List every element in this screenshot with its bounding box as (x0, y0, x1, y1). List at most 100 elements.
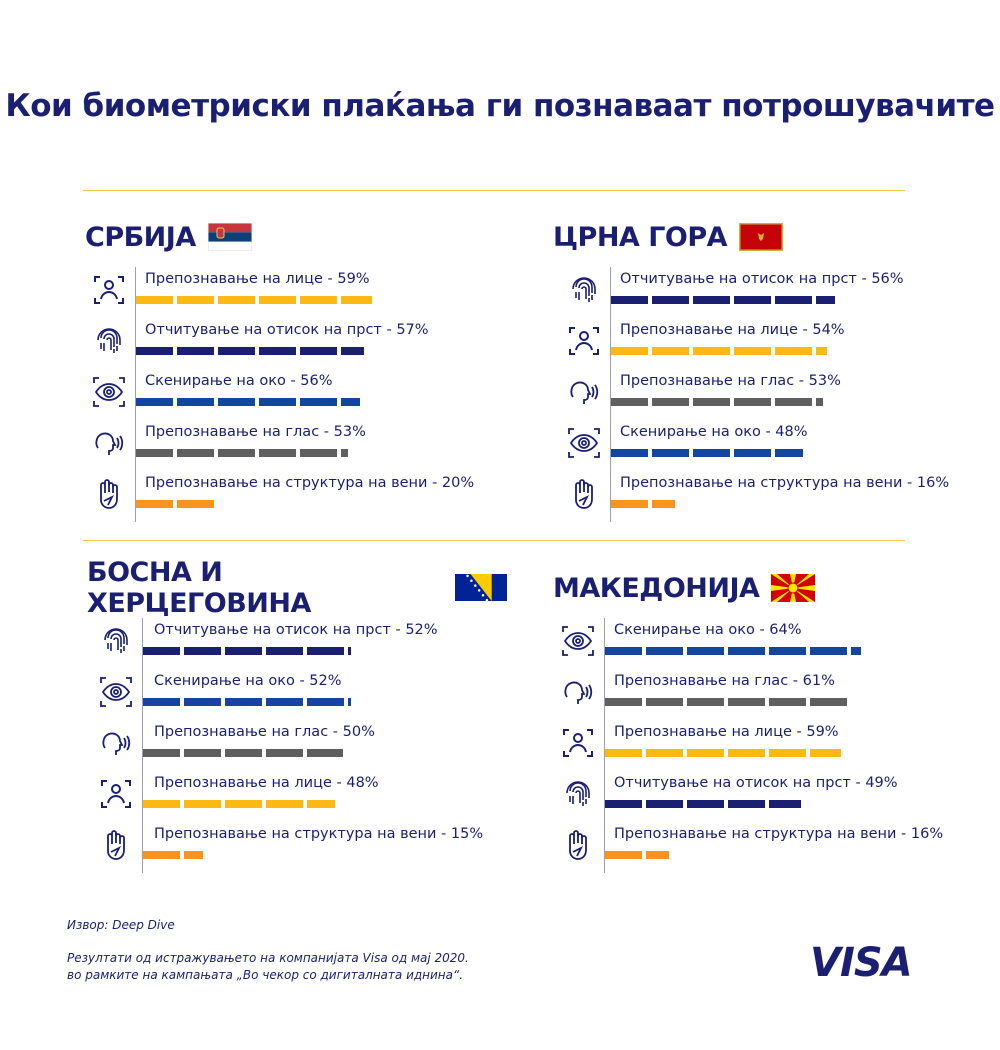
bar-voice (605, 698, 849, 706)
bar-row: Препознавање на лице - 48% (87, 771, 507, 822)
panel-serbia: СРБИЈА Препознавање на лице - 59% Отчитува… (85, 217, 505, 522)
bar-label-text: Препознавање на глас (614, 673, 789, 689)
bar-row: Отчитување на отисок на прст - 57% (85, 318, 505, 369)
bar-row: Отчитување на отисок на прст - 52% (87, 618, 507, 669)
bar-label-text: Препознавање на лице (154, 775, 332, 791)
axis-line (604, 618, 605, 873)
bar-label: Скенирање на око - 64% (614, 622, 802, 638)
divider-top (83, 190, 905, 191)
axis-line (610, 267, 611, 522)
bar-label: Препознавање на структура на вени - 15% (154, 826, 484, 842)
bar-label: Препознавање на глас - 61% (614, 673, 835, 689)
bar-value: 20% (441, 475, 475, 491)
bar-eye (605, 647, 861, 655)
bar-label: Отчитување на отисок на прст - 49% (614, 775, 898, 791)
macedonia-flag-icon (771, 574, 816, 602)
bar-row: Препознавање на лице - 54% (553, 318, 973, 369)
bar-voice (136, 449, 348, 457)
eye-scan-icon (561, 624, 595, 658)
bar-label: Препознавање на лице - 59% (145, 271, 370, 287)
eye-scan-icon (92, 375, 126, 409)
bar-label: Препознавање на структура на вени - 16% (620, 475, 950, 491)
hand-icon (99, 828, 133, 862)
panel-montenegro: ЦРНА ГОРА Отчитување на отисок на прст - … (553, 217, 973, 522)
fingerprint-icon (99, 624, 133, 658)
bar-value: 54% (812, 322, 845, 338)
page-title: Кои биометриски плаќања ги познаваат пот… (5, 88, 995, 124)
bar-fingerprint (605, 800, 801, 808)
bar-value: 59% (806, 724, 839, 740)
bar-row: Скенирање на око - 48% (553, 420, 973, 471)
bosnia-flag-icon (454, 574, 507, 602)
bar-row: Скенирање на око - 52% (87, 669, 507, 720)
bar-value: 56% (300, 373, 333, 389)
bar-label-text: Препознавање на лице (614, 724, 792, 740)
voice-icon (567, 375, 601, 409)
bar-row: Препознавање на лице - 59% (553, 720, 973, 771)
bar-label: Препознавање на лице - 59% (614, 724, 839, 740)
bar-face (611, 347, 827, 355)
bar-row: Препознавање на структура на вени - 16% (553, 822, 973, 873)
bar-row: Препознавање на глас - 61% (553, 669, 973, 720)
voice-icon (561, 675, 595, 709)
bar-value: 52% (405, 622, 438, 638)
bar-value: 64% (769, 622, 802, 638)
eye-scan-icon (567, 426, 601, 460)
bar-row: Скенирање на око - 64% (553, 618, 973, 669)
bar-list: Отчитување на отисок на прст - 56% Препоз… (553, 267, 973, 522)
serbia-flag-icon (207, 222, 253, 252)
bar-value: 16% (910, 826, 944, 842)
bar-row: Отчитување на отисок на прст - 49% (553, 771, 973, 822)
face-scan-icon (567, 324, 601, 358)
hand-icon (567, 477, 601, 511)
bar-label: Препознавање на лице - 54% (620, 322, 845, 338)
bar-face (605, 749, 841, 757)
bar-row: Препознавање на структура на вени - 16% (553, 471, 973, 522)
bar-label-text: Отчитување на отисок на прст (620, 271, 857, 287)
bar-fingerprint (143, 647, 351, 655)
bar-list: Отчитување на отисок на прст - 52% Скенир… (87, 618, 507, 873)
axis-line (135, 267, 136, 522)
country-name: ЦРНА ГОРА (553, 221, 728, 253)
bar-row: Препознавање на глас - 53% (553, 369, 973, 420)
bar-value: 48% (346, 775, 379, 791)
bar-value: 57% (396, 322, 429, 338)
bar-vein (611, 500, 675, 508)
axis-line (142, 618, 143, 873)
bar-value: 52% (309, 673, 342, 689)
bar-vein (136, 500, 216, 508)
face-scan-icon (92, 273, 126, 307)
divider-middle (83, 540, 905, 541)
bar-value: 48% (775, 424, 808, 440)
bar-label: Скенирање на око - 52% (154, 673, 342, 689)
eye-scan-icon (99, 675, 133, 709)
bar-list: Препознавање на лице - 59% Отчитување на … (85, 267, 505, 522)
visa-logo: VISA (810, 940, 913, 986)
bar-label-text: Скенирање на око (620, 424, 761, 440)
bar-vein (143, 851, 203, 859)
bar-value: 50% (342, 724, 375, 740)
bar-label: Отчитување на отисок на прст - 52% (154, 622, 438, 638)
bar-voice (143, 749, 343, 757)
face-scan-icon (561, 726, 595, 760)
bar-label-text: Скенирање на око (614, 622, 755, 638)
bar-label-text: Отчитување на отисок на прст (145, 322, 382, 338)
bar-label: Скенирање на око - 56% (145, 373, 333, 389)
bar-vein (605, 851, 669, 859)
montenegro-flag-icon (739, 223, 784, 251)
bar-value: 53% (333, 424, 366, 440)
bar-value: 16% (916, 475, 950, 491)
bar-label-text: Препознавање на лице (145, 271, 323, 287)
country-name: СРБИЈА (85, 221, 196, 253)
bar-label-text: Препознавање на лице (620, 322, 798, 338)
note-line-2: во рамките на кампањата „Во чекор со диг… (67, 968, 464, 982)
bar-row: Скенирање на око - 56% (85, 369, 505, 420)
bar-eye (143, 698, 351, 706)
bar-label-text: Скенирање на око (145, 373, 286, 389)
bar-list: Скенирање на око - 64% Препознавање на гл… (553, 618, 973, 873)
country-name: МАКЕДОНИЈА (553, 572, 760, 604)
hand-icon (561, 828, 595, 862)
bar-fingerprint (611, 296, 835, 304)
country-title: ЦРНА ГОРА (553, 217, 973, 257)
bar-label: Препознавање на глас - 53% (145, 424, 366, 440)
